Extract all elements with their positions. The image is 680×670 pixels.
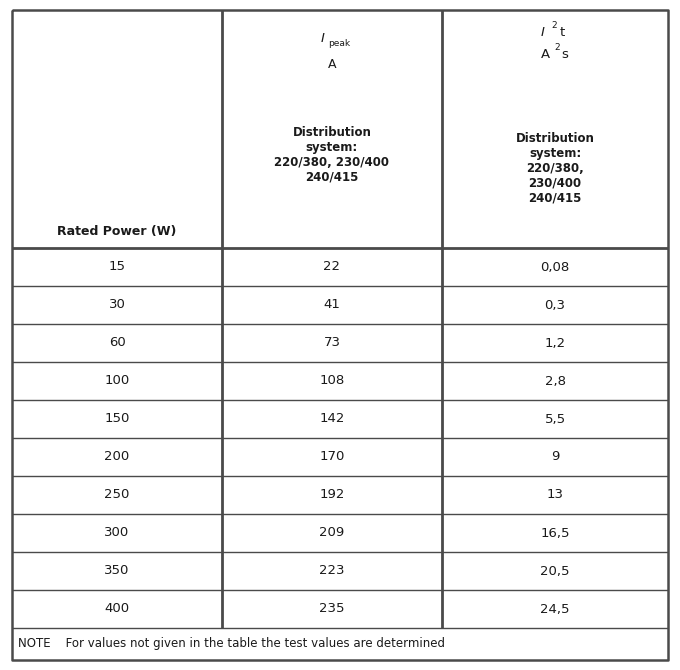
Text: 0,3: 0,3 xyxy=(545,299,566,312)
Text: 142: 142 xyxy=(320,413,345,425)
Text: peak: peak xyxy=(328,40,350,48)
Text: I: I xyxy=(541,25,545,38)
Text: 2,8: 2,8 xyxy=(545,375,566,387)
Text: 20,5: 20,5 xyxy=(540,565,570,578)
Text: 200: 200 xyxy=(104,450,130,464)
Text: 235: 235 xyxy=(319,602,345,616)
Text: Distribution
system:
220/380, 230/400
240/415: Distribution system: 220/380, 230/400 24… xyxy=(275,126,390,184)
Text: 192: 192 xyxy=(320,488,345,502)
Text: A: A xyxy=(328,58,336,72)
Text: 150: 150 xyxy=(104,413,130,425)
Text: 9: 9 xyxy=(551,450,559,464)
Text: 15: 15 xyxy=(109,261,126,273)
Text: 170: 170 xyxy=(320,450,345,464)
Text: 2: 2 xyxy=(554,42,560,52)
Text: A: A xyxy=(541,48,549,60)
Text: 400: 400 xyxy=(105,602,130,616)
Text: 250: 250 xyxy=(104,488,130,502)
Text: 300: 300 xyxy=(104,527,130,539)
Text: 1,2: 1,2 xyxy=(545,336,566,350)
Text: 24,5: 24,5 xyxy=(540,602,570,616)
Text: 2: 2 xyxy=(551,21,557,29)
Text: 60: 60 xyxy=(109,336,125,350)
Text: s: s xyxy=(562,48,568,60)
Text: 5,5: 5,5 xyxy=(545,413,566,425)
Text: 73: 73 xyxy=(324,336,341,350)
Text: Distribution
system:
220/380,
230/400
240/415: Distribution system: 220/380, 230/400 24… xyxy=(515,131,594,204)
Text: 209: 209 xyxy=(320,527,345,539)
Text: 223: 223 xyxy=(319,565,345,578)
Text: Rated Power (W): Rated Power (W) xyxy=(57,226,177,239)
Text: I: I xyxy=(321,31,325,44)
Text: 16,5: 16,5 xyxy=(540,527,570,539)
Text: 0,08: 0,08 xyxy=(541,261,570,273)
Text: t: t xyxy=(560,25,564,38)
Text: 30: 30 xyxy=(109,299,125,312)
Text: 41: 41 xyxy=(324,299,341,312)
Text: 108: 108 xyxy=(320,375,345,387)
Text: 100: 100 xyxy=(104,375,130,387)
Text: NOTE    For values not given in the table the test values are determined: NOTE For values not given in the table t… xyxy=(18,637,445,651)
Text: 350: 350 xyxy=(104,565,130,578)
Text: 13: 13 xyxy=(547,488,564,502)
Text: 22: 22 xyxy=(324,261,341,273)
